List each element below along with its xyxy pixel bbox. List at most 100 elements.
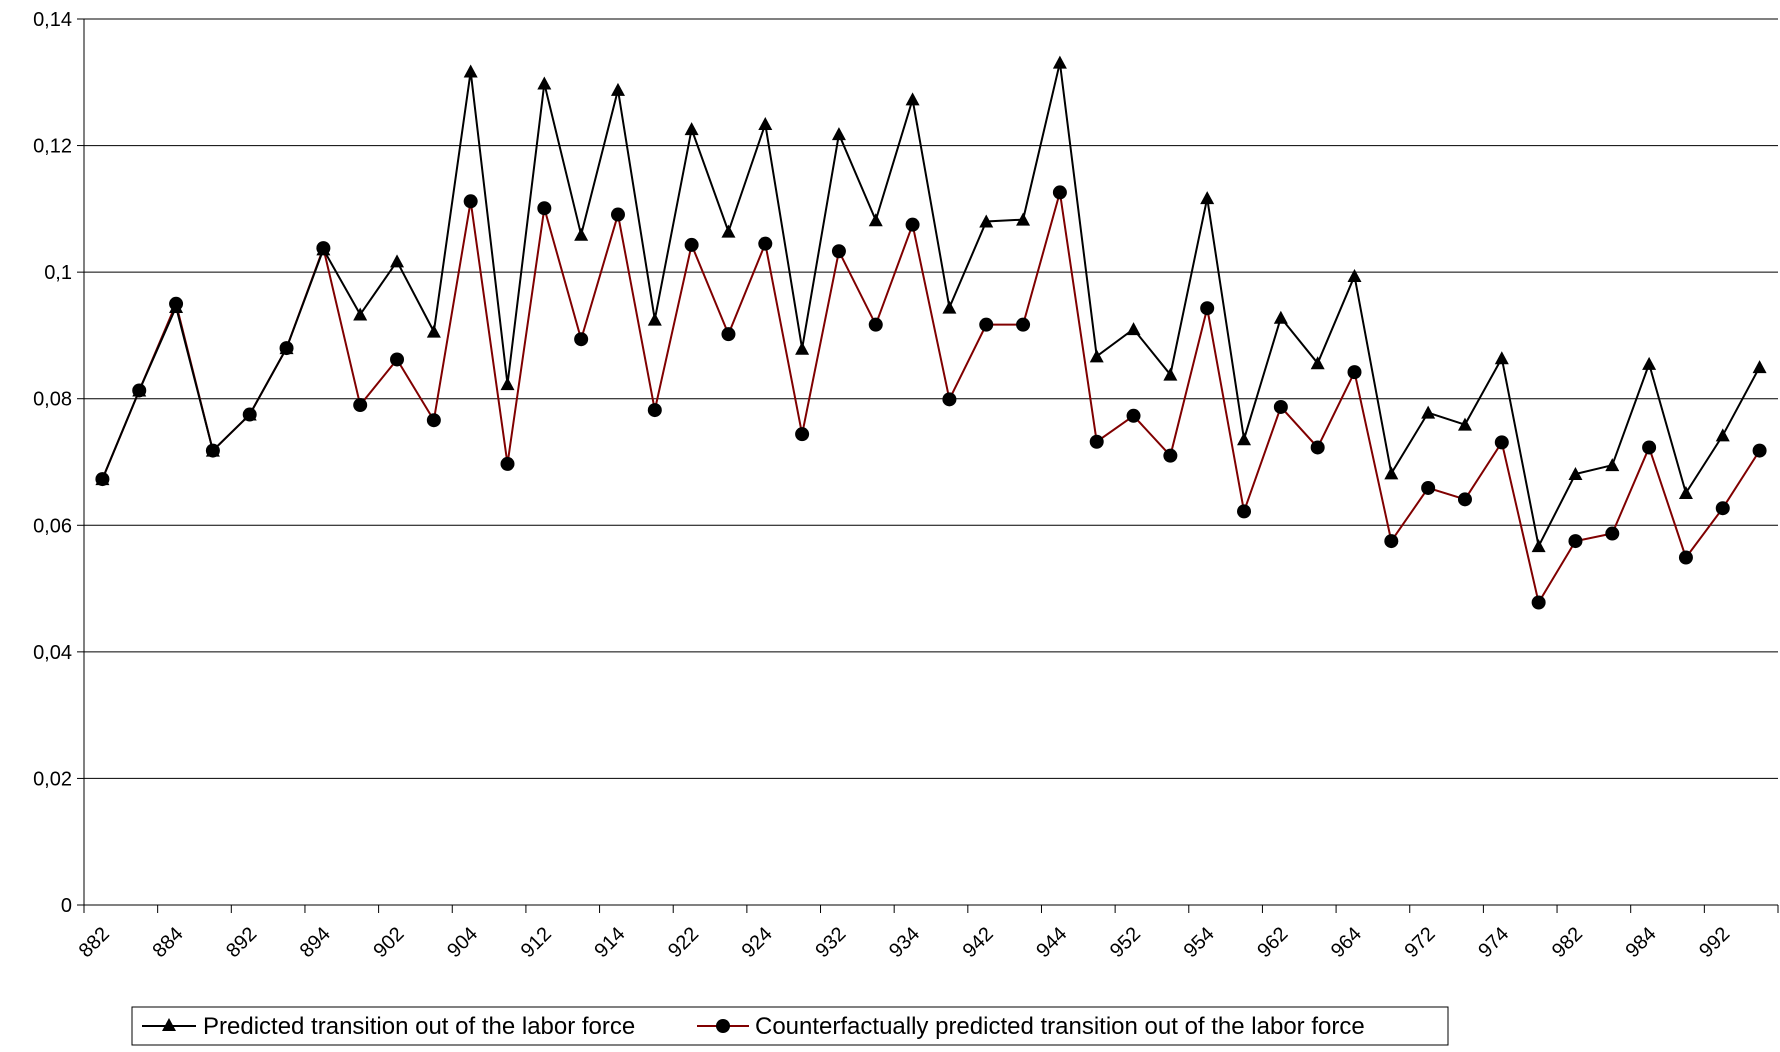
data-point-triangle <box>574 227 589 241</box>
data-point-triangle <box>868 213 883 227</box>
data-point-circle <box>463 194 478 209</box>
data-point-triangle <box>721 224 736 238</box>
x-tick-label: 962 <box>1253 923 1292 962</box>
data-point-circle <box>758 236 773 251</box>
x-tick-label: 992 <box>1695 923 1734 962</box>
data-point-triangle <box>1016 212 1031 226</box>
series-triangle <box>95 55 1767 553</box>
circle-marker-icon <box>716 1019 730 1033</box>
data-point-circle <box>610 207 625 222</box>
y-tick-label: 0,14 <box>33 9 72 31</box>
data-point-triangle <box>1715 428 1730 442</box>
gridlines <box>84 18 1778 779</box>
data-point-circle <box>905 217 920 232</box>
x-tick-label: 954 <box>1180 923 1219 962</box>
data-point-circle <box>1568 534 1583 549</box>
x-tick-labels: 882 884 892 894 902 904 912 914 922 924 932 934 942 9… <box>75 923 1735 962</box>
y-tick-label: 0,04 <box>33 642 72 664</box>
data-point-circle <box>1347 365 1362 380</box>
x-tick-label: 934 <box>885 923 924 962</box>
data-point-triangle <box>1089 349 1104 363</box>
data-point-triangle <box>390 254 405 268</box>
data-point-triangle <box>537 76 552 90</box>
data-point-triangle <box>684 122 699 136</box>
data-point-triangle <box>1752 360 1767 374</box>
data-point-triangle <box>758 117 773 131</box>
data-point-circle <box>1457 492 1472 507</box>
legend-label-predicted: Predicted transition out of the labor fo… <box>203 1013 635 1040</box>
x-tick-label: 914 <box>590 923 629 962</box>
data-point-circle <box>1273 399 1288 414</box>
x-tick-label: 894 <box>296 923 335 962</box>
data-point-circle <box>942 392 957 407</box>
data-point-triangle <box>979 214 994 228</box>
y-tick-label: 0 <box>61 895 72 917</box>
x-tick-label: 984 <box>1621 923 1660 962</box>
series-line <box>101 192 1761 606</box>
data-point-circle <box>353 398 368 413</box>
data-point-triangle <box>1347 268 1362 282</box>
data-point-triangle <box>95 472 110 486</box>
data-point-triangle <box>316 242 331 256</box>
data-point-triangle <box>942 300 957 314</box>
data-point-triangle <box>169 299 184 313</box>
data-point-circle <box>1421 480 1436 495</box>
data-point-circle <box>1200 301 1215 316</box>
x-tick-label: 982 <box>1548 923 1587 962</box>
data-point-triangle <box>831 127 846 141</box>
x-tick-label: 882 <box>75 923 114 962</box>
x-tick-label: 922 <box>664 923 703 962</box>
series-circle <box>95 185 1767 610</box>
data-point-triangle <box>1200 191 1215 205</box>
data-point-triangle <box>1605 458 1620 472</box>
triangle-marker-icon <box>162 1018 176 1031</box>
x-tick-label: 964 <box>1327 923 1366 962</box>
data-point-triangle <box>353 307 368 321</box>
y-tick-label: 0,12 <box>33 136 72 158</box>
data-point-circle <box>537 201 552 216</box>
y-tick-label: 0,08 <box>33 389 72 411</box>
data-point-triangle <box>1126 322 1141 336</box>
x-tick-label: 924 <box>738 923 777 962</box>
data-point-triangle <box>1237 432 1252 446</box>
data-point-circle <box>1052 185 1067 200</box>
data-point-circle <box>426 413 441 428</box>
data-point-circle <box>647 403 662 418</box>
x-tick-label: 912 <box>517 923 556 962</box>
data-point-triangle <box>1531 539 1546 553</box>
data-point-triangle <box>1678 486 1693 500</box>
data-point-circle <box>1642 440 1657 455</box>
data-point-triangle <box>426 324 441 338</box>
series-lines <box>95 55 1767 610</box>
data-point-triangle <box>279 341 294 355</box>
legend-label-counterfactual: Counterfactually predicted transition ou… <box>755 1013 1365 1040</box>
data-point-triangle <box>132 383 147 397</box>
data-point-triangle <box>1273 310 1288 324</box>
legend: Predicted transition out of the labor fo… <box>131 1006 1449 1046</box>
x-tick-label: 972 <box>1401 923 1440 962</box>
data-point-triangle <box>610 82 625 96</box>
data-point-triangle <box>242 407 257 421</box>
data-point-circle <box>1715 501 1730 516</box>
data-point-circle <box>1531 595 1546 610</box>
data-point-circle <box>1237 504 1252 519</box>
x-tick-label: 884 <box>148 923 187 962</box>
data-point-triangle <box>1494 351 1509 365</box>
legend-box <box>131 1006 1449 1046</box>
data-point-circle <box>1163 448 1178 463</box>
data-point-circle <box>868 317 883 332</box>
y-tick-label: 0,02 <box>33 768 72 790</box>
data-point-triangle <box>1568 467 1583 481</box>
x-tick-label: 974 <box>1474 923 1513 962</box>
data-point-circle <box>500 456 515 471</box>
data-point-circle <box>1494 435 1509 450</box>
data-point-circle <box>979 317 994 332</box>
data-point-circle <box>1752 443 1767 458</box>
x-tick-label: 944 <box>1032 923 1071 962</box>
data-point-circle <box>1126 408 1141 423</box>
data-point-triangle <box>205 443 220 457</box>
y-tick-labels: 0 0,02 0,04 0,06 0,08 0,1 0,12 0,14 <box>33 9 72 917</box>
data-point-triangle <box>1052 55 1067 69</box>
